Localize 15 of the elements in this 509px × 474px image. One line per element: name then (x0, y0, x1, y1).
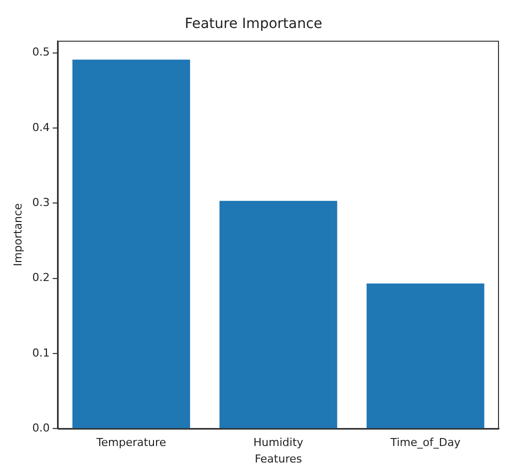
y-tick-label: 0.1 (32, 346, 50, 360)
y-tick-label: 0.0 (32, 421, 50, 434)
x-tick-label: Temperature (95, 436, 166, 450)
x-axis-title: Features (254, 452, 302, 466)
y-tick-label: 0.3 (32, 196, 50, 209)
y-tick-label: 0.5 (32, 46, 50, 59)
x-tick-label: Time_of_Day (389, 436, 462, 450)
y-tick-label: 0.2 (32, 271, 50, 284)
y-axis-title: Importance (11, 202, 24, 266)
bar (220, 200, 338, 428)
bar (72, 60, 190, 428)
y-tick-label: 0.4 (32, 120, 50, 134)
x-tick-label: Humidity (253, 436, 304, 450)
bar (366, 284, 484, 428)
chart-title: Feature Importance (184, 16, 322, 32)
